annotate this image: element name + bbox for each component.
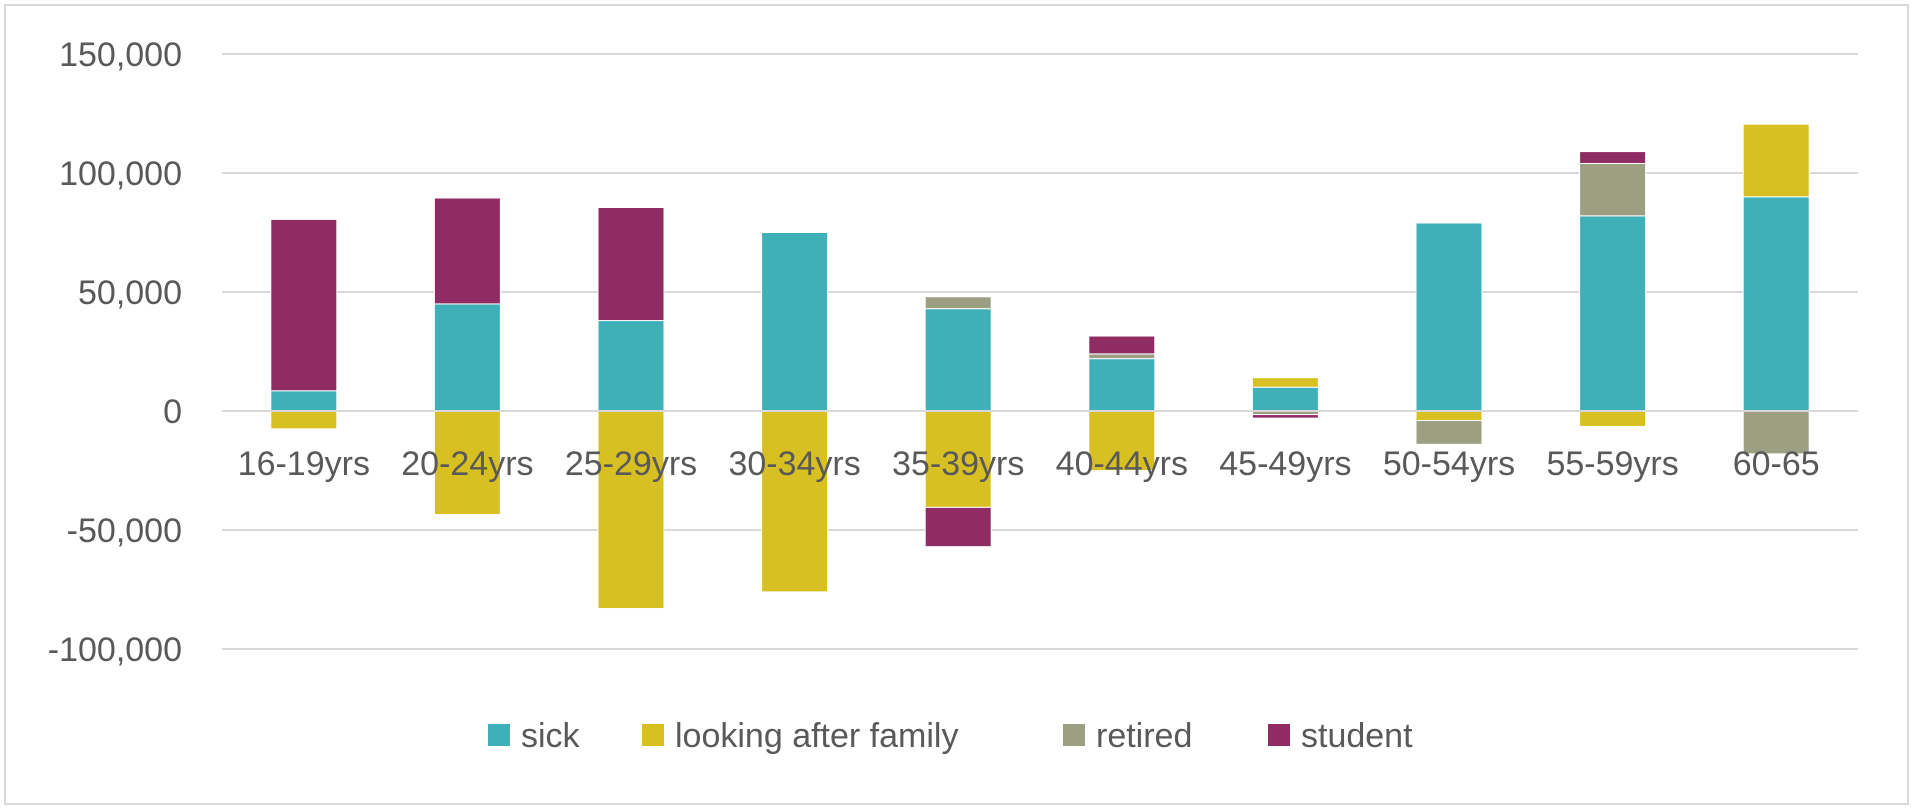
- legend-swatch: [642, 724, 664, 746]
- x-tick-label: 20-24yrs: [401, 445, 533, 483]
- legend-item-looking-after-family: looking after family: [642, 717, 958, 755]
- bar-segment-looking-after-family: [761, 410, 829, 593]
- x-tick-label: 16-19yrs: [238, 445, 370, 483]
- bar-segment-student: [1251, 414, 1319, 419]
- legend-swatch: [1268, 724, 1290, 746]
- bar-segment-sick: [597, 320, 665, 412]
- bar-segment-student: [270, 218, 338, 392]
- y-tick-labels: -100,000 -50,000 0 50,000 100,000 150,000: [48, 36, 182, 669]
- bar-segment-student: [924, 506, 992, 548]
- legend-item-retired: retired: [1063, 717, 1192, 755]
- x-tick-label: 50-54yrs: [1383, 445, 1515, 483]
- x-tick-label: 60-65: [1733, 445, 1820, 483]
- legend-label: sick: [521, 717, 581, 755]
- bar-segment-looking-after-family: [433, 410, 501, 516]
- bar-segment-looking-after-family: [1579, 410, 1647, 427]
- y-tick-label: -100,000: [48, 631, 182, 669]
- x-tick-label: 55-59yrs: [1546, 445, 1678, 483]
- y-tick-label: 150,000: [59, 36, 182, 74]
- legend-label: looking after family: [675, 717, 958, 755]
- y-tick-label: 50,000: [78, 274, 182, 312]
- bar-segment-sick: [1251, 386, 1319, 412]
- bar-segment-sick: [761, 232, 829, 412]
- bar-segment-looking-after-family: [1742, 123, 1810, 198]
- bar-segment-sick: [1088, 358, 1156, 412]
- x-tick-label: 25-29yrs: [565, 445, 697, 483]
- y-tick-label: -50,000: [67, 512, 182, 550]
- bars: [222, 123, 1858, 610]
- x-tick-label: 35-39yrs: [892, 445, 1024, 483]
- bar-segment-sick: [433, 303, 501, 412]
- x-tick-labels: 16-19yrs 20-24yrs 25-29yrs 30-34yrs 35-39yrs…: [238, 445, 1820, 483]
- x-tick-label: 45-49yrs: [1219, 445, 1351, 483]
- legend-label: retired: [1096, 717, 1192, 755]
- bar-segment-retired: [924, 296, 992, 310]
- x-tick-label: 30-34yrs: [728, 445, 860, 483]
- legend-swatch: [1063, 724, 1085, 746]
- bar-segment-looking-after-family: [597, 410, 665, 610]
- bar-segment-student: [1088, 335, 1156, 355]
- bar-segment-looking-after-family: [270, 410, 338, 430]
- y-tick-label: 0: [163, 393, 182, 431]
- bar-segment-sick: [270, 390, 338, 412]
- bar-segment-sick: [1579, 215, 1647, 412]
- legend-label: student: [1301, 717, 1413, 755]
- bar-segment-student: [433, 197, 501, 305]
- bar-segment-sick: [924, 308, 992, 412]
- x-tick-label: 40-44yrs: [1056, 445, 1188, 483]
- bar-segment-looking-after-family: [1251, 377, 1319, 388]
- bar-segment-looking-after-family: [924, 410, 992, 508]
- bar-segment-sick: [1742, 196, 1810, 412]
- bar-segment-looking-after-family: [1415, 410, 1483, 422]
- legend: sick looking after family retired student: [488, 717, 1413, 755]
- bar-segment-student: [597, 207, 665, 322]
- bar-segment-retired: [1579, 162, 1647, 217]
- legend-item-sick: sick: [488, 717, 581, 755]
- bar-segment-retired: [1415, 420, 1483, 445]
- y-tick-label: 100,000: [59, 155, 182, 193]
- legend-swatch: [488, 724, 510, 746]
- bar-segment-sick: [1415, 222, 1483, 412]
- legend-item-student: student: [1268, 717, 1413, 755]
- bar-segment-student: [1579, 151, 1647, 164]
- bar-segment-retired: [1088, 353, 1156, 360]
